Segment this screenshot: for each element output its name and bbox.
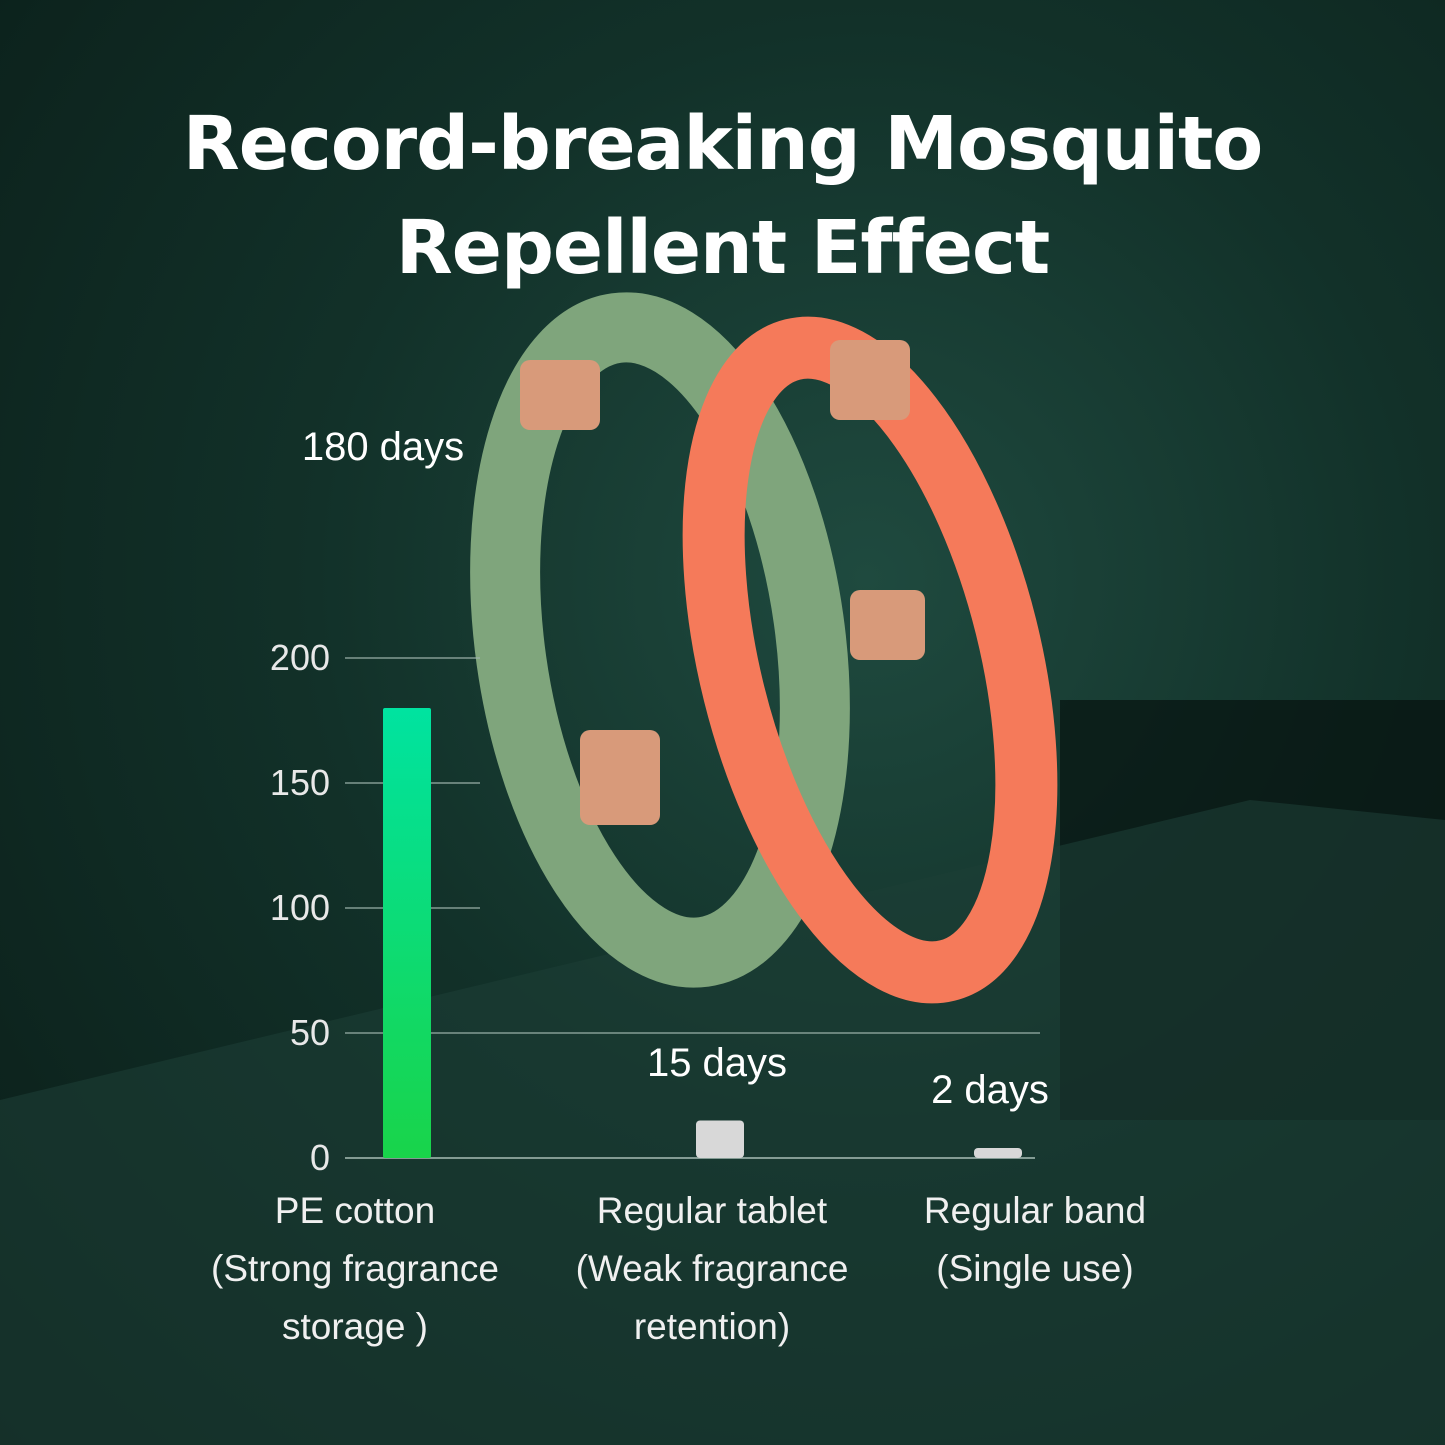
y-tick-label: 50: [290, 1012, 330, 1053]
category-line: Regular band: [923, 1190, 1147, 1231]
y-tick-label: 200: [270, 637, 330, 678]
title-line-1: Record-breaking Mosquito: [182, 101, 1263, 187]
category-line: (Strong fragrance: [211, 1248, 499, 1289]
data-label: 180 days: [301, 425, 465, 469]
category-line: storage ): [281, 1306, 428, 1347]
x-category-label: Regular band (Single use): [924, 1182, 1146, 1298]
orange-bracelet-image: [682, 316, 1058, 1004]
category-line: (Single use): [936, 1248, 1134, 1289]
title-line-2: Repellent Effect: [395, 205, 1050, 291]
category-line: PE cotton: [274, 1190, 436, 1231]
category-line: (Weak fragrance: [575, 1248, 849, 1289]
green-bracelet-image: [470, 292, 850, 988]
data-label: 2 days: [931, 1068, 1049, 1112]
y-tick-label: 100: [270, 887, 330, 928]
category-line: Regular tablet: [596, 1190, 828, 1231]
bar: [383, 708, 431, 1158]
bar: [696, 1120, 744, 1158]
x-category-label: PE cotton (Strong fragrance storage ): [211, 1182, 499, 1356]
page-title: Record-breaking Mosquito Repellent Effec…: [0, 92, 1445, 300]
bar: [974, 1148, 1022, 1158]
data-label: 15 days: [646, 1040, 788, 1085]
category-line: retention): [633, 1306, 791, 1347]
x-category-label: Regular tablet (Weak fragrance retention): [576, 1182, 849, 1356]
y-tick-label: 150: [270, 762, 330, 803]
y-tick-label: 0: [310, 1137, 330, 1178]
